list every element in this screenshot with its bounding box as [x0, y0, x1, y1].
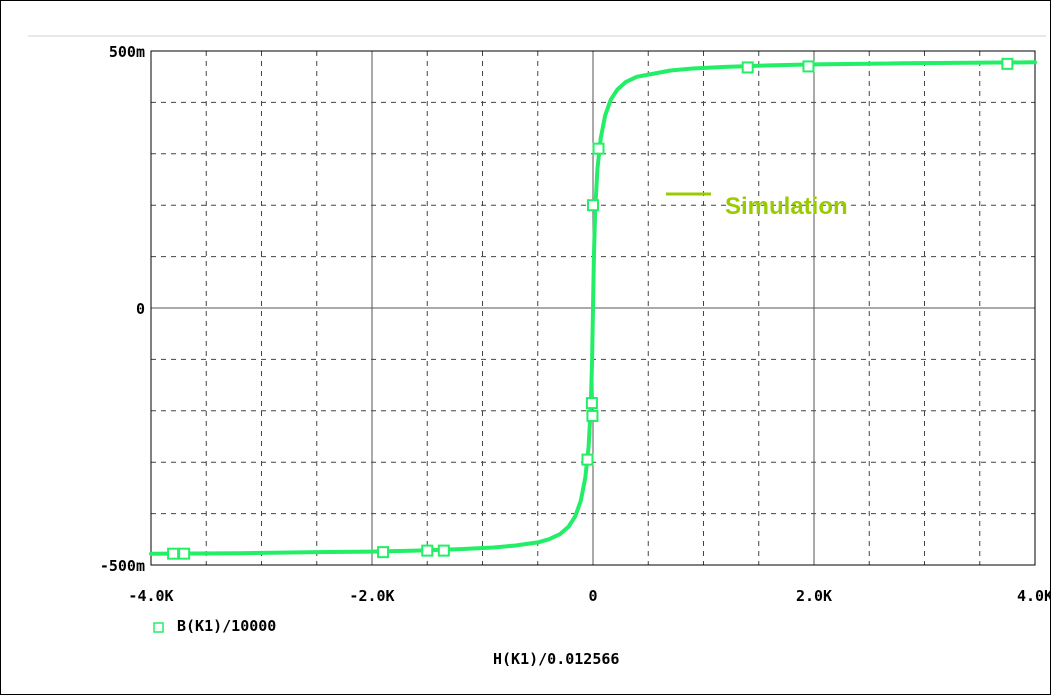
- data-point-marker: [421, 544, 434, 557]
- legend-marker: [153, 622, 164, 633]
- x-tick-labels: -4.0K -2.0K 0 2.0K 4.0K: [128, 587, 1050, 605]
- x-tick-label: -2.0K: [349, 587, 394, 605]
- data-point-marker: [437, 544, 450, 557]
- x-tick-label: 2.0K: [796, 587, 832, 605]
- legend-label: B(K1)/10000: [177, 617, 276, 635]
- annotation: Simulation: [666, 192, 848, 220]
- data-point-marker: [802, 60, 815, 73]
- y-tick-labels: -500m 0 500m: [100, 43, 145, 575]
- data-point-marker: [585, 397, 598, 410]
- series-line: [149, 60, 1037, 556]
- x-axis-label: H(K1)/0.012566: [493, 650, 619, 668]
- y-tick-label: -500m: [100, 557, 145, 575]
- legend: B(K1)/10000: [153, 617, 276, 635]
- y-tick-label: 0: [136, 300, 145, 318]
- annotation-text: Simulation: [725, 193, 848, 220]
- x-tick-label: 0: [588, 587, 597, 605]
- data-point-marker: [592, 142, 605, 155]
- y-tick-label: 500m: [109, 43, 145, 61]
- data-point-marker: [587, 199, 599, 212]
- data-point-marker: [167, 547, 180, 560]
- x-tick-label: -4.0K: [128, 587, 173, 605]
- data-point-marker: [1001, 57, 1014, 70]
- series-group: [149, 60, 1037, 556]
- marker-group: [167, 57, 1014, 560]
- data-point-marker: [586, 409, 599, 422]
- data-point-marker: [741, 61, 754, 74]
- data-point-marker: [178, 547, 191, 560]
- data-point-marker: [581, 453, 594, 466]
- plot-area-border: [150, 50, 1036, 566]
- x-tick-label: 4.0K: [1017, 587, 1050, 605]
- data-point-marker: [377, 546, 390, 559]
